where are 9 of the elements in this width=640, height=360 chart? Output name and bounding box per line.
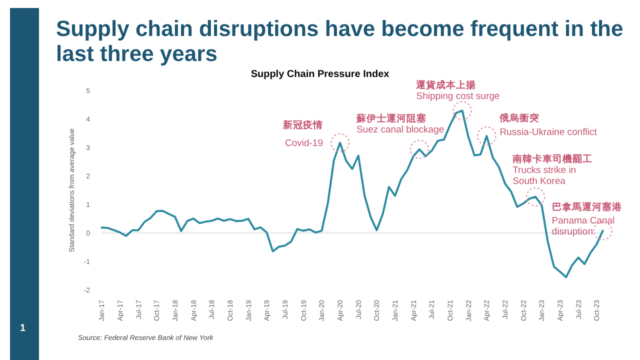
chart-subtitle: Supply Chain Pressure Index <box>250 69 390 80</box>
annotation: 巴拿馬運河塞港 Panama Canal disruption <box>552 200 623 238</box>
annotation: 運貨成本上揚 Shipping cost surge <box>415 79 500 102</box>
text: 1 <box>20 323 26 334</box>
annotation: 俄烏衝突 Russia-Ukraine conflict <box>498 112 598 138</box>
annotation: 蘇伊士運河阻塞 Suez canal blockage <box>355 112 444 136</box>
annotation: 南韓卡車司機罷工 Trucks strike in South Korea <box>512 152 593 187</box>
chart-title: Supply chain disruptions have become frequent in the last three years <box>56 16 624 66</box>
annotation: 新冠疫情 Covid-19 <box>282 118 324 149</box>
